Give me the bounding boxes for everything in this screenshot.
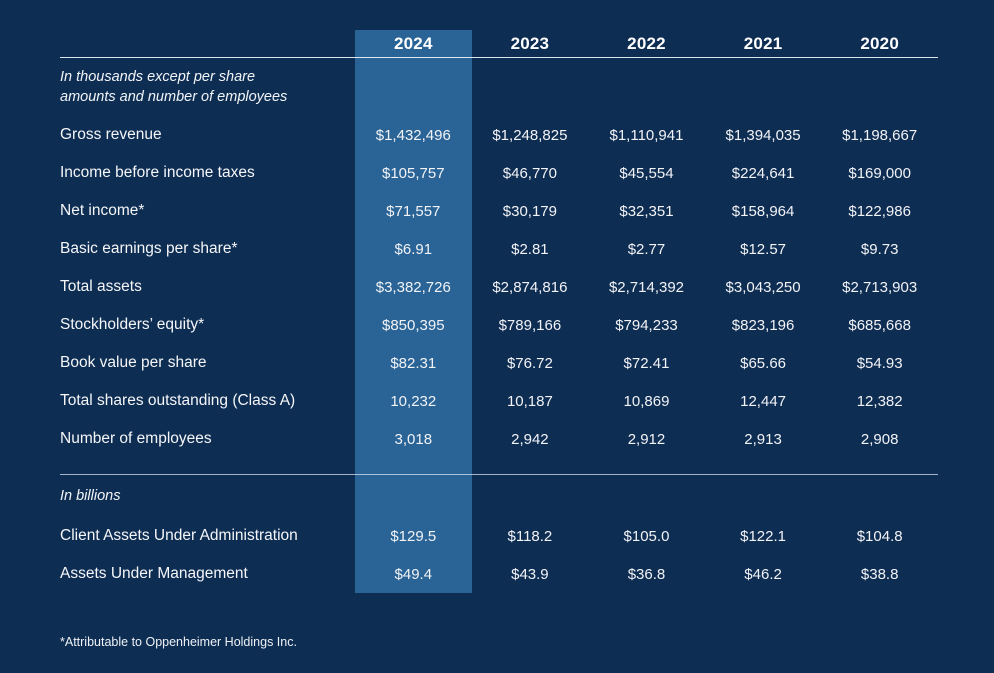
year-header-2023: 2023 [510, 33, 550, 53]
cell-value: $12.57 [740, 240, 787, 258]
row-label: Total shares outstanding (Class A) [60, 392, 296, 409]
cell-value: $1,248,825 [492, 126, 568, 144]
cell-value: $1,394,035 [725, 126, 801, 144]
cell-value: $789,166 [498, 316, 562, 334]
cell-value: 2,912 [627, 430, 666, 448]
year-header-row: 2024 2023 2022 2021 2020 [60, 30, 938, 58]
table-row: Basic earnings per share* $6.91 $2.81 $2… [60, 230, 938, 268]
row-label: Income before income taxes [60, 164, 255, 181]
cell-value: $1,110,941 [609, 126, 684, 144]
cell-value: $118.2 [507, 527, 553, 545]
cell-value: 2,942 [511, 430, 549, 448]
row-label: Total assets [60, 278, 142, 295]
cell-value: 12,382 [856, 392, 903, 410]
year-header-2024: 2024 [393, 33, 433, 53]
cell-value: 2,908 [860, 430, 899, 448]
cell-value: $122.1 [740, 527, 787, 545]
table-row: Assets Under Management $49.4 $43.9 $36.… [60, 555, 938, 593]
cell-value: $3,382,726 [375, 278, 451, 296]
row-label: Basic earnings per share* [60, 240, 238, 257]
table-row: Income before income taxes $105,757 $46,… [60, 154, 938, 192]
row-label: Net income* [60, 202, 145, 219]
cell-value: $6.91 [394, 240, 433, 258]
cell-value: $54.93 [856, 354, 903, 372]
financial-highlights-table: 2024 2023 2022 2021 2020 In thousands ex… [60, 30, 938, 593]
row-label: Assets Under Management [60, 565, 248, 582]
cell-value: $76.72 [506, 354, 553, 372]
cell-value: $2,874,816 [492, 278, 568, 296]
units-note-line2: amounts and number of employees [60, 89, 288, 105]
cell-value: $3,043,250 [725, 278, 801, 296]
cell-value: $65.66 [740, 354, 787, 372]
year-header-2020: 2020 [860, 33, 899, 53]
cell-value: $82.31 [390, 354, 437, 372]
cell-value: $122,986 [848, 202, 911, 220]
cell-value: $46,770 [502, 164, 557, 182]
table-row: Net income* $71,557 $30,179 $32,351 $158… [60, 192, 938, 230]
cell-value: $38.8 [860, 565, 899, 583]
cell-value: $36.8 [627, 565, 666, 583]
cell-value: $43.9 [511, 565, 549, 583]
row-label: Number of employees [60, 430, 212, 447]
units-note: In thousands except per share amounts and… [60, 58, 588, 107]
cell-value: $2,713,903 [842, 278, 918, 296]
cell-value: $169,000 [848, 164, 911, 182]
cell-value: 12,447 [740, 392, 787, 410]
table-row: Gross revenue $1,432,496 $1,248,825 $1,1… [60, 116, 938, 154]
units-note-row: In thousands except per share amounts and… [60, 58, 938, 116]
cell-value: $104.8 [856, 527, 903, 545]
cell-value: 2,913 [744, 430, 782, 448]
highlight-2024-column [355, 30, 472, 593]
cell-value: $45,554 [619, 164, 674, 182]
table-row: Book value per share $82.31 $76.72 $72.4… [60, 344, 938, 382]
row-label: Stockholders’ equity* [60, 316, 205, 333]
cell-value: 10,869 [623, 392, 670, 410]
cell-value: $129.5 [390, 527, 437, 545]
cell-value: 10,232 [390, 392, 437, 410]
year-header-2022: 2022 [627, 33, 666, 53]
cell-value: $1,198,667 [842, 126, 918, 144]
cell-value: $46.2 [744, 565, 782, 583]
cell-value: $158,964 [731, 202, 795, 220]
section-divider [60, 458, 938, 475]
cell-value: $2.81 [511, 240, 549, 258]
billions-note: In billions [60, 488, 121, 504]
cell-value: $823,196 [731, 316, 795, 334]
table-row: Total assets $3,382,726 $2,874,816 $2,71… [60, 268, 938, 306]
cell-value: $105.0 [623, 527, 670, 545]
attribution-footnote: *Attributable to Oppenheimer Holdings In… [60, 635, 297, 649]
row-label: Book value per share [60, 354, 207, 371]
billions-note-row: In billions [60, 475, 938, 517]
cell-value: $2,714,392 [608, 278, 685, 296]
units-note-line1: In thousands except per share [60, 69, 256, 85]
cell-value: $105,757 [382, 164, 445, 182]
cell-value: 3,018 [394, 430, 433, 448]
year-header-2021: 2021 [743, 33, 783, 53]
cell-value: $9.73 [860, 240, 899, 258]
cell-value: $72.41 [623, 354, 670, 372]
cell-value: $71,557 [386, 202, 441, 220]
cell-value: $32,351 [619, 202, 674, 220]
cell-value: $224,641 [731, 164, 795, 182]
cell-value: $30,179 [502, 202, 557, 220]
table-row: Stockholders’ equity* $850,395 $789,166 … [60, 306, 938, 344]
cell-value: $850,395 [382, 316, 445, 334]
cell-value: $685,668 [848, 316, 911, 334]
row-label: Gross revenue [60, 126, 162, 143]
cell-value: $1,432,496 [375, 126, 451, 144]
table-row: Number of employees 3,018 2,942 2,912 2,… [60, 420, 938, 458]
table-row: Total shares outstanding (Class A) 10,23… [60, 382, 938, 420]
cell-value: 10,187 [506, 392, 553, 410]
cell-value: $794,233 [615, 316, 678, 334]
cell-value: $49.4 [394, 565, 433, 583]
table-row: Client Assets Under Administration $129.… [60, 517, 938, 555]
cell-value: $2.77 [627, 240, 666, 258]
row-label: Client Assets Under Administration [60, 527, 298, 544]
